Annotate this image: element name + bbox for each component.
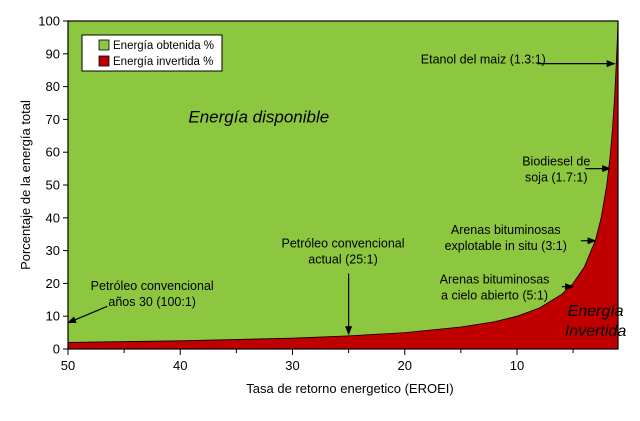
y-tick-label: 10	[46, 309, 60, 324]
annotation-label: Arenas bituminosas	[440, 272, 550, 286]
x-axis-label: Tasa de retorno energetico (EROEI)	[246, 381, 453, 396]
annotation-label: Petróleo convencional	[282, 236, 405, 250]
x-tick-label: 10	[510, 358, 524, 373]
annotation-label: Biodiesel de	[522, 154, 590, 168]
annotation-label: Petróleo convencional	[91, 279, 214, 293]
annotation-label: años 30 (100:1)	[108, 295, 196, 309]
legend-label-invertida: Energía invertida %	[113, 56, 213, 68]
y-tick-label: 80	[46, 79, 60, 94]
y-tick-label: 0	[53, 342, 60, 357]
legend-swatch-obtenida	[98, 39, 110, 51]
annotation-label: Etanol del maiz (1.3:1)	[421, 53, 546, 67]
annotation-label: Arenas bituminosas	[451, 223, 561, 237]
region-label-invertida: Invertida	[565, 323, 626, 340]
y-tick-label: 60	[46, 145, 60, 160]
y-tick-label: 30	[46, 243, 60, 258]
region-label-disponible: Energía disponible	[188, 108, 329, 127]
y-axis-label: Porcentaje de la energía total	[18, 100, 33, 270]
y-tick-label: 70	[46, 112, 60, 127]
area-energia-obtenida	[68, 21, 618, 349]
annotation-label: a cielo abierto (5:1)	[441, 288, 548, 302]
x-tick-label: 20	[398, 358, 412, 373]
legend: Energía obtenida % Energía invertida %	[81, 34, 223, 72]
y-tick-label: 20	[46, 276, 60, 291]
annotation-label: soja (1.7:1)	[525, 170, 588, 184]
annotation-label: explotable in situ (3:1)	[445, 239, 567, 253]
y-tick-label: 100	[38, 14, 60, 29]
legend-label-obtenida: Energía obtenida %	[113, 40, 214, 52]
y-tick-label: 90	[46, 46, 60, 61]
region-label-invertida: Energía	[568, 303, 624, 320]
y-tick-label: 40	[46, 210, 60, 225]
x-tick-label: 40	[173, 358, 187, 373]
legend-swatch-invertida	[98, 55, 110, 67]
x-tick-label: 30	[285, 358, 299, 373]
annotation-arrow	[67, 305, 108, 324]
y-tick-label: 50	[46, 178, 60, 193]
annotation-label: actual (25:1)	[308, 252, 377, 266]
x-tick-label: 50	[61, 358, 75, 373]
